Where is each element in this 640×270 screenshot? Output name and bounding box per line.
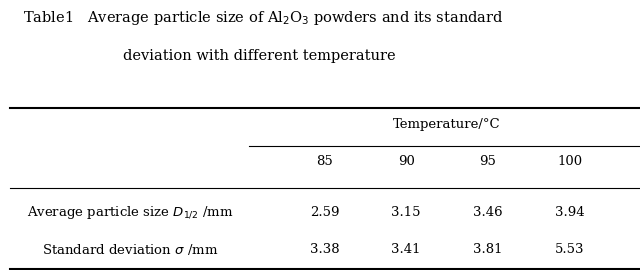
Text: Average particle size $D_{1/2}$ /mm: Average particle size $D_{1/2}$ /mm bbox=[26, 204, 233, 221]
Text: 3.15: 3.15 bbox=[392, 206, 421, 219]
Text: 3.94: 3.94 bbox=[555, 206, 584, 219]
Text: Temperature/°C: Temperature/°C bbox=[393, 118, 500, 131]
Text: 100: 100 bbox=[557, 155, 582, 168]
Text: 3.46: 3.46 bbox=[473, 206, 502, 219]
Text: deviation with different temperature: deviation with different temperature bbox=[124, 49, 396, 63]
Text: 3.38: 3.38 bbox=[310, 244, 339, 256]
Text: 2.59: 2.59 bbox=[310, 206, 339, 219]
Text: 90: 90 bbox=[397, 155, 415, 168]
Text: 3.81: 3.81 bbox=[473, 244, 502, 256]
Text: 3.41: 3.41 bbox=[392, 244, 421, 256]
Text: 95: 95 bbox=[479, 155, 496, 168]
Text: 85: 85 bbox=[316, 155, 333, 168]
Text: Table1   Average particle size of Al$_2$O$_3$ powders and its standard: Table1 Average particle size of Al$_2$O$… bbox=[23, 9, 504, 28]
Text: Standard deviation $\sigma$ /mm: Standard deviation $\sigma$ /mm bbox=[42, 242, 218, 257]
Text: 5.53: 5.53 bbox=[555, 244, 584, 256]
